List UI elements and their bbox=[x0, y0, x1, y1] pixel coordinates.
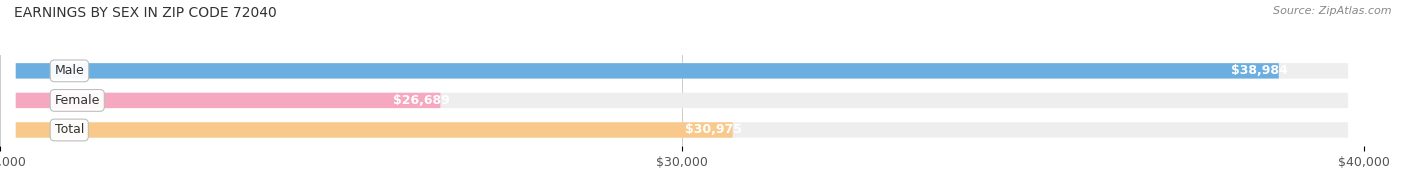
FancyBboxPatch shape bbox=[15, 63, 1348, 79]
FancyBboxPatch shape bbox=[15, 93, 1348, 108]
Text: Source: ZipAtlas.com: Source: ZipAtlas.com bbox=[1274, 6, 1392, 16]
FancyBboxPatch shape bbox=[15, 93, 440, 108]
Text: Female: Female bbox=[55, 94, 100, 107]
Text: EARNINGS BY SEX IN ZIP CODE 72040: EARNINGS BY SEX IN ZIP CODE 72040 bbox=[14, 6, 277, 20]
Text: $30,975: $30,975 bbox=[685, 123, 741, 136]
FancyBboxPatch shape bbox=[15, 63, 1279, 79]
FancyBboxPatch shape bbox=[15, 122, 733, 138]
Text: Male: Male bbox=[55, 64, 84, 77]
FancyBboxPatch shape bbox=[15, 122, 1348, 138]
Text: $38,984: $38,984 bbox=[1232, 64, 1288, 77]
Text: Total: Total bbox=[55, 123, 84, 136]
Text: $26,689: $26,689 bbox=[392, 94, 450, 107]
